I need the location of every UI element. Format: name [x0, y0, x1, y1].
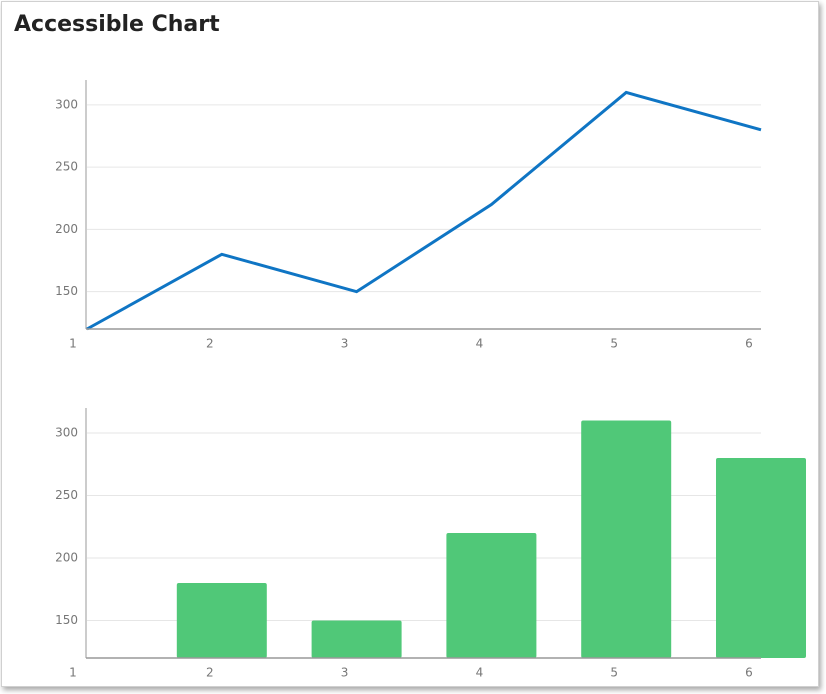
x-tick-label: 5	[610, 337, 618, 351]
y-tick-label: 300	[55, 426, 78, 440]
x-tick-label: 6	[745, 337, 753, 351]
y-tick-label: 150	[55, 613, 78, 627]
bar	[581, 420, 672, 658]
x-tick-label: 4	[476, 666, 484, 680]
chart-panel: Accessible Chart	[1, 1, 819, 687]
x-tick-label: 2	[206, 666, 214, 680]
y-tick-label: 200	[55, 551, 78, 565]
x-tick-label: 5	[610, 666, 618, 680]
line-series	[86, 90, 762, 331]
bar	[311, 620, 402, 658]
bar	[176, 583, 267, 658]
x-tick-label: 3	[341, 666, 349, 680]
x-tick-label: 6	[745, 666, 753, 680]
x-tick-label: 2	[206, 337, 214, 351]
bar	[716, 458, 806, 658]
x-tick-label: 1	[69, 666, 77, 680]
y-tick-label: 250	[55, 160, 78, 174]
page-title: Accessible Chart	[14, 12, 220, 37]
x-tick-label: 3	[341, 337, 349, 351]
y-tick-label: 150	[55, 284, 78, 298]
y-tick-label: 200	[55, 222, 78, 236]
x-tick-label: 1	[69, 337, 77, 351]
x-tick-label: 4	[476, 337, 484, 351]
bar	[446, 533, 537, 658]
y-tick-label: 300	[55, 97, 78, 111]
y-tick-label: 250	[55, 488, 78, 502]
